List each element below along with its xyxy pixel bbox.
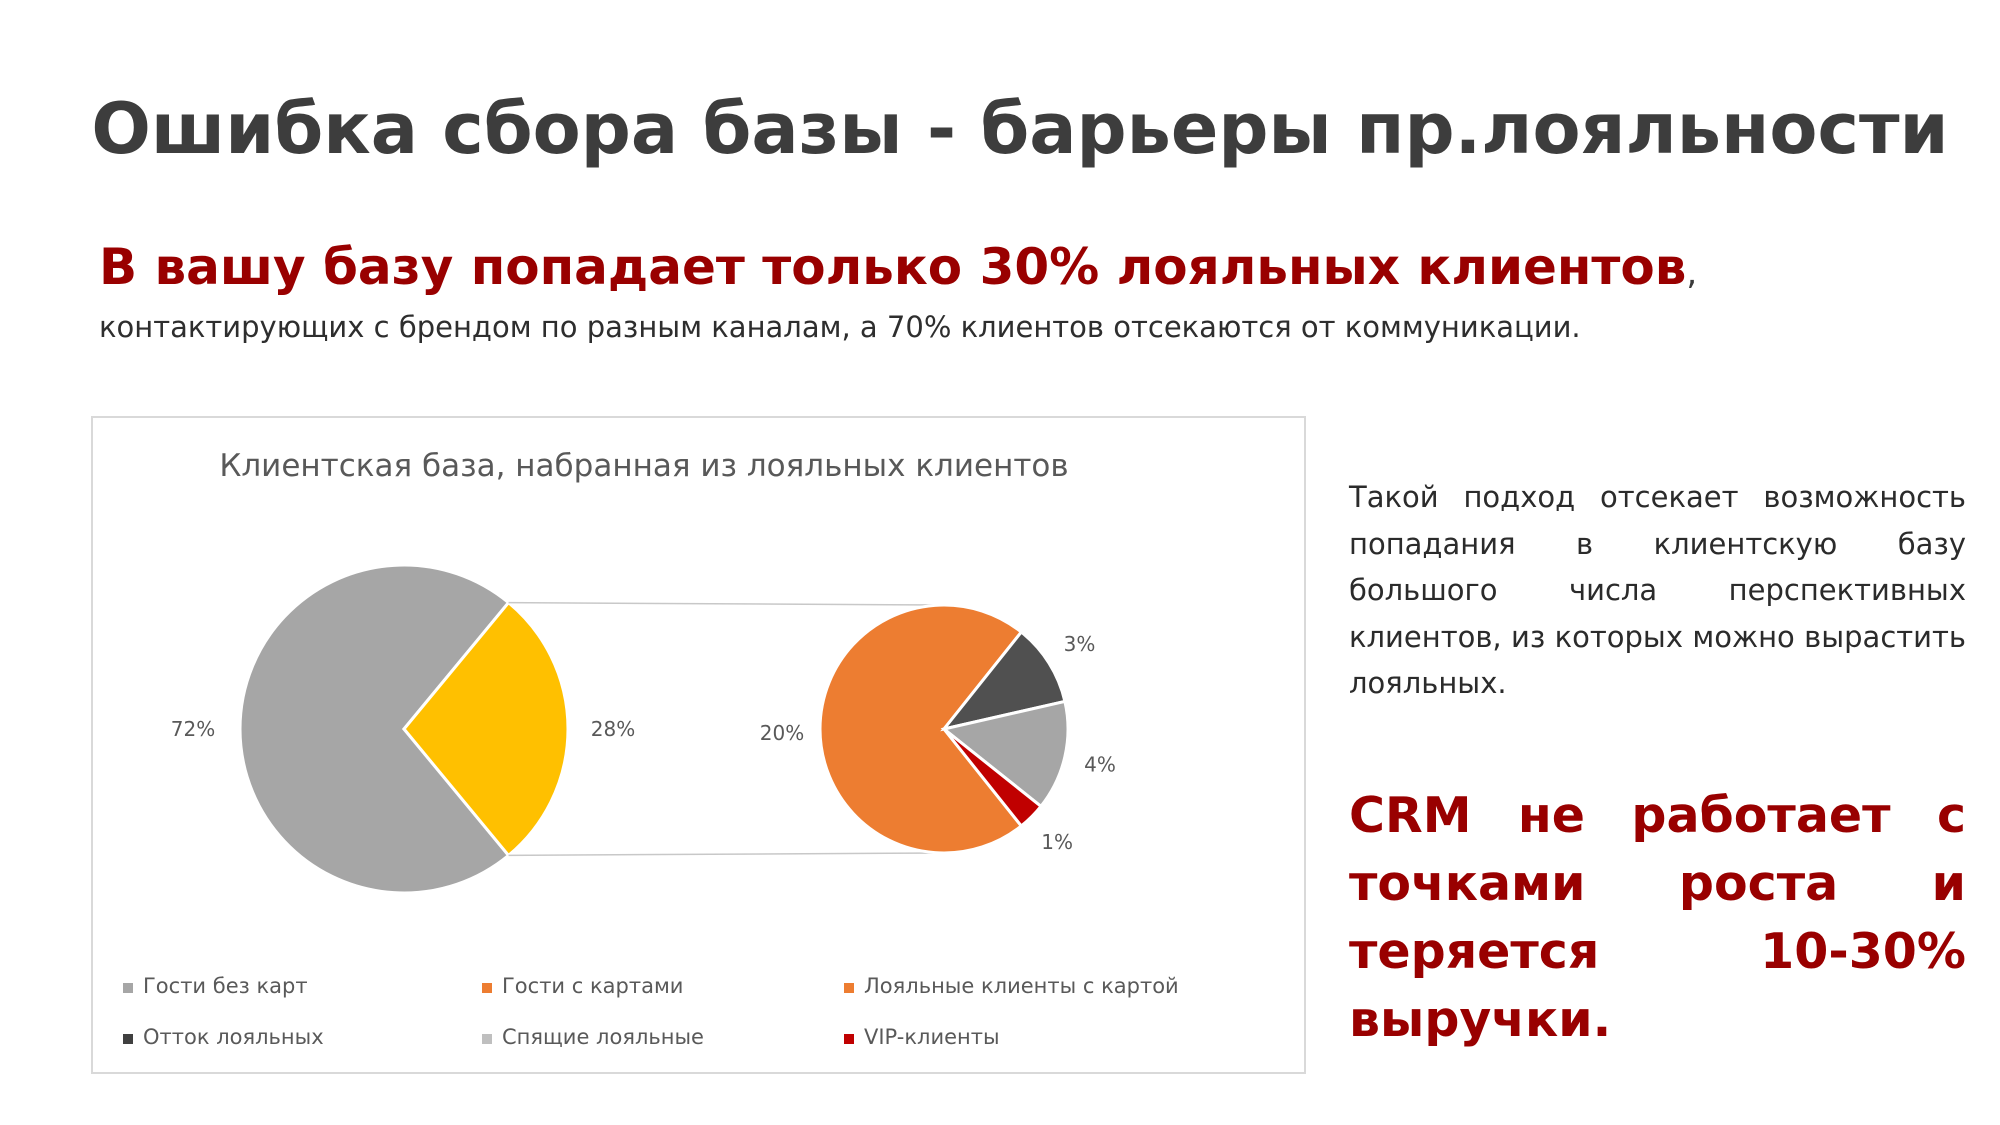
data-label-4: 4% — [1084, 753, 1116, 777]
connector-line-bottom — [508, 852, 945, 857]
legend-vip: VIP-клиенты — [844, 1025, 1000, 1049]
legend-loyal-churn: Отток лояльных — [123, 1025, 324, 1049]
legend-label: Отток лояльных — [143, 1025, 324, 1049]
data-label-20: 20% — [760, 721, 804, 745]
pie-of-pie-chart: Клиентская база, набранная из лояльных к… — [123, 448, 1179, 1049]
headline-text: В вашу базу попадает только 30% лояльных… — [99, 238, 1687, 296]
legend-guests-without-cards: Гости без карт — [123, 974, 308, 998]
headline: В вашу базу попадает только 30% лояльных… — [99, 238, 1697, 296]
legend-label: VIP-клиенты — [864, 1025, 1000, 1049]
pie-slice-loyal-churn — [940, 629, 1067, 732]
legend-label: Гости с картами — [502, 974, 683, 998]
side-paragraph: Такой подход отсекает возможность попада… — [1349, 480, 1966, 700]
data-label-72: 72% — [171, 717, 215, 741]
pie-slice-vip — [942, 727, 1044, 829]
legend-sleeping-loyal: Спящие лояльные — [482, 1025, 704, 1049]
data-label-28: 28% — [591, 717, 635, 741]
chart-container: Клиентская база, набранная из лояльных к… — [91, 416, 1306, 1074]
page-title: Ошибка сбора базы - барьеры пр.лояльност… — [91, 88, 1949, 170]
pie-slice-sleeping-loyal — [940, 699, 1070, 809]
legend-swatch — [123, 1034, 133, 1044]
legend-swatch — [123, 983, 133, 993]
legend-guests-with-cards: Гости с картами — [482, 974, 683, 998]
legend-label: Лояльные клиенты с картой — [864, 974, 1179, 998]
chart-legend: Гости без карт Гости с картами Лояльные кл… — [123, 974, 1179, 1049]
chart-slices — [238, 563, 1070, 895]
subheadline: контактирующих с брендом по разным канал… — [99, 310, 1581, 344]
chart-data-labels: 72% 28% 20% 3% 4% 1% — [171, 632, 1116, 854]
legend-label: Гости без карт — [143, 974, 308, 998]
pie-slice-loyal-with-card — [818, 603, 1024, 855]
pie-slice-guests-without-cards — [238, 563, 511, 895]
legend-swatch — [844, 983, 854, 993]
legend-swatch — [482, 983, 492, 993]
legend-label: Спящие лояльные — [502, 1025, 704, 1049]
side-callout: CRM не работает с точками роста и теряет… — [1349, 787, 1966, 1048]
data-label-3: 3% — [1064, 632, 1096, 656]
pie-slice-guests-with-cards — [402, 600, 570, 858]
legend-swatch — [844, 1034, 854, 1044]
legend-swatch — [482, 1034, 492, 1044]
chart-title: Клиентская база, набранная из лояльных к… — [219, 448, 1068, 484]
headline-comma: , — [1686, 253, 1698, 293]
legend-loyal-with-card: Лояльные клиенты с картой — [844, 974, 1179, 998]
data-label-1: 1% — [1041, 830, 1073, 854]
connector-line-top — [508, 601, 945, 606]
